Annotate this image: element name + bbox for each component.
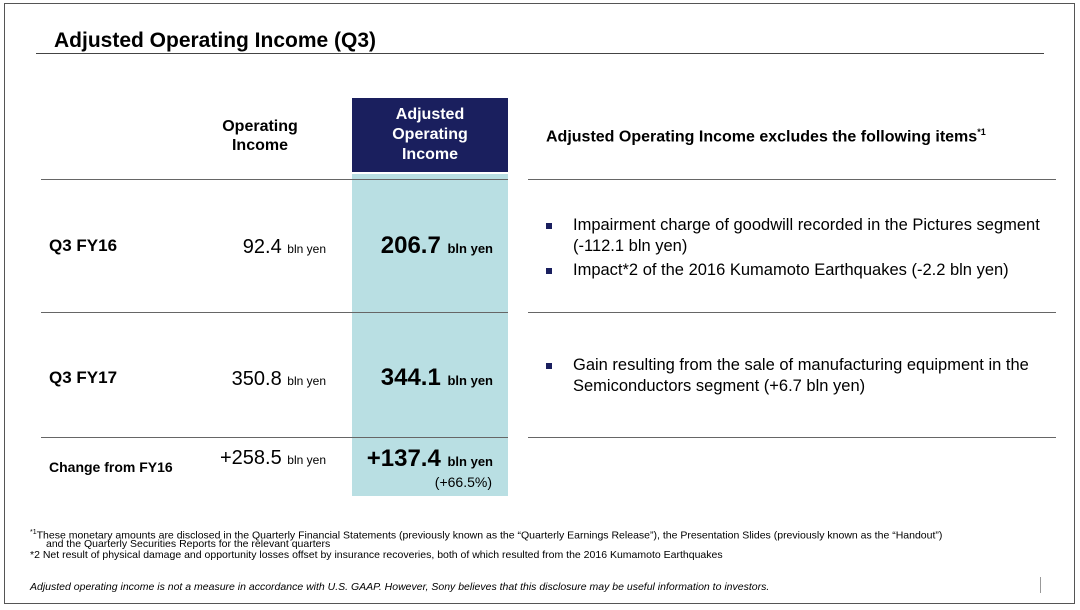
list-item: Gain resulting from the sale of manufact… — [546, 355, 1053, 397]
footnote-1-continued: and the Quarterly Securities Reports for… — [46, 538, 331, 550]
exclusion-list: Impairment charge of goodwill recorded i… — [546, 215, 1053, 284]
adjusted-operating-income-header: Adjusted Operating Income — [352, 98, 508, 172]
adjusted-value: +137.4 bln yen — [366, 445, 493, 472]
adjusted-value: 344.1 bln yen — [380, 364, 493, 391]
table-divider — [41, 437, 508, 438]
operating-value: +258.5 bln yen — [220, 447, 326, 469]
change-percent: (+66.5%) — [434, 474, 492, 490]
disclaimer: Adjusted operating income is not a measu… — [30, 581, 770, 593]
list-item: Impact*2 of the 2016 Kumamoto Earthquake… — [546, 260, 1053, 281]
row-label: Change from FY16 — [49, 459, 173, 475]
list-item: Impairment charge of goodwill recorded i… — [546, 215, 1053, 257]
bullet-icon — [546, 268, 552, 274]
bullet-icon — [546, 363, 552, 369]
adjusted-column-highlight — [352, 174, 508, 496]
slide-frame — [4, 3, 1075, 604]
table-divider — [528, 312, 1056, 313]
row-label: Q3 FY16 — [49, 236, 118, 255]
table-divider — [41, 179, 508, 180]
table-divider — [41, 312, 508, 313]
title-divider — [36, 53, 1044, 54]
table-divider — [528, 179, 1056, 180]
excludes-header: Adjusted Operating Income excludes the f… — [546, 127, 986, 146]
row-label: Q3 FY17 — [49, 368, 118, 387]
table-divider — [528, 437, 1056, 438]
operating-value: 92.4 bln yen — [242, 236, 326, 258]
operating-value: 350.8 bln yen — [231, 368, 326, 390]
exclusion-list: Gain resulting from the sale of manufact… — [546, 355, 1053, 400]
bullet-icon — [546, 223, 552, 229]
footnote-2: *2 Net result of physical damage and opp… — [30, 549, 723, 561]
page-marker — [1040, 577, 1041, 593]
footnote-1: *1These monetary amounts are disclosed i… — [30, 529, 943, 542]
adjusted-value: 206.7 bln yen — [380, 232, 493, 259]
slide-title: Adjusted Operating Income (Q3) — [54, 29, 377, 52]
operating-income-header: Operating Income — [222, 118, 298, 154]
